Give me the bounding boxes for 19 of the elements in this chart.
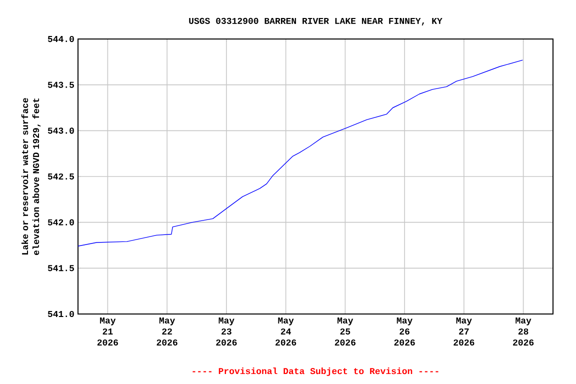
chart-title: USGS 03312900 BARREN RIVER LAKE NEAR FINNEY, KY bbox=[189, 18, 442, 26]
x-tick-label: May 28 2026 bbox=[513, 318, 534, 346]
x-tick-label: May 23 2026 bbox=[216, 318, 237, 346]
y-tick-label: 543.5 bbox=[48, 82, 74, 88]
y-tick-label: 541.0 bbox=[48, 310, 74, 318]
y-tick-label: 543.0 bbox=[48, 128, 74, 134]
x-tick-label: May 21 2026 bbox=[97, 318, 118, 346]
line-series bbox=[78, 60, 524, 247]
text: ---- Provisional Data Subject to Revision ---- bbox=[192, 368, 438, 376]
y-tick-label: 542.0 bbox=[48, 219, 74, 226]
x-tick-label: May 25 2026 bbox=[334, 318, 356, 346]
y-tick-label: 541.5 bbox=[48, 265, 74, 272]
x-tick-label: May 22 2026 bbox=[156, 318, 178, 346]
y-tick-label: 542.5 bbox=[48, 173, 74, 180]
x-tick-label: May 24 2026 bbox=[276, 318, 296, 346]
y-axis-title: Lake or reservoir water surface elevation above NGVD 1929, feet bbox=[21, 98, 41, 255]
y-tick-label: 544.0 bbox=[48, 36, 74, 42]
x-tick-label: May 26 2026 bbox=[394, 318, 415, 346]
x-tick-label: May 27 2026 bbox=[454, 318, 474, 346]
